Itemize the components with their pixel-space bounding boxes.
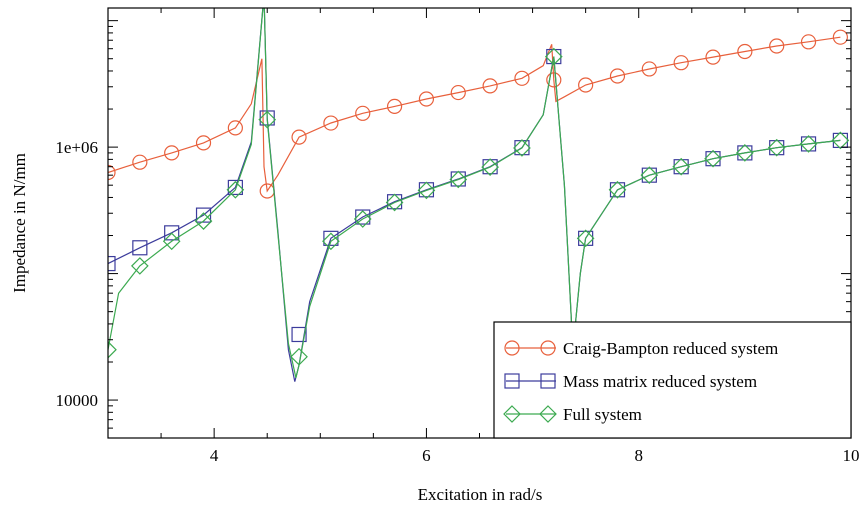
data-point: [226, 180, 245, 199]
data-point: [291, 326, 307, 343]
x-tick-label: 8: [634, 446, 643, 465]
data-point: [353, 210, 372, 228]
data-point: [417, 181, 436, 200]
legend-label: Full system: [563, 405, 642, 424]
data-point: [322, 232, 340, 251]
data-point: [323, 115, 339, 131]
series-layer: [108, 8, 850, 382]
data-point: [578, 77, 594, 93]
legend-entry: Full system: [503, 405, 642, 424]
data-point: [132, 154, 148, 170]
legend-box: [493, 321, 852, 439]
data-point: [737, 43, 753, 60]
series-circle: [108, 29, 848, 199]
data-point: [608, 180, 627, 199]
data-point: [767, 138, 786, 157]
x-tick-label: 6: [422, 446, 431, 465]
data-point: [800, 136, 817, 152]
data-point: [673, 159, 689, 175]
data-point: [673, 55, 689, 71]
series-diamond: [108, 8, 850, 378]
data-point: [164, 145, 180, 161]
data-point: [546, 72, 562, 88]
y-tick-label: 1e+06: [55, 138, 98, 157]
data-point: [355, 209, 371, 225]
data-point: [641, 167, 657, 183]
data-point: [164, 225, 180, 241]
data-point: [227, 120, 243, 136]
legend: Craig-Bampton reduced system Mass matrix …: [493, 321, 852, 439]
data-point: [108, 340, 117, 359]
x-axis-label: Excitation in rad/s: [418, 485, 543, 504]
data-point: [704, 149, 722, 168]
data-point: [514, 70, 530, 86]
x-tick-label: 4: [210, 446, 219, 465]
data-point: [737, 145, 753, 161]
data-point: [800, 34, 817, 50]
legend-label: Craig-Bampton reduced system: [563, 339, 778, 358]
data-point: [194, 212, 213, 230]
data-point: [769, 38, 785, 54]
series-line: [108, 8, 841, 378]
legend-marker: [504, 373, 520, 389]
data-point: [418, 91, 435, 107]
legend-label: Mass matrix reduced system: [563, 372, 757, 391]
x-tick-label: 10: [843, 446, 860, 465]
data-point: [227, 179, 243, 196]
data-point: [195, 207, 212, 223]
data-point: [609, 182, 626, 198]
data-point: [705, 49, 721, 65]
legend-marker: [503, 405, 521, 423]
legend-marker: [540, 373, 556, 389]
data-point: [576, 229, 595, 248]
series-line: [108, 36, 841, 193]
data-point: [132, 240, 148, 256]
data-point: [108, 255, 116, 272]
legend-marker: [539, 405, 557, 423]
data-point: [769, 140, 785, 156]
data-point: [195, 135, 212, 151]
data-point: [705, 151, 721, 167]
data-point: [641, 61, 657, 77]
data-point: [258, 110, 277, 129]
data-point: [355, 105, 371, 121]
data-point: [385, 193, 404, 212]
legend-entry: Mass matrix reduced system: [504, 372, 757, 391]
data-point: [450, 84, 466, 101]
data-point: [609, 68, 626, 84]
legend-marker: [504, 340, 520, 356]
data-point: [481, 158, 499, 176]
data-point: [482, 78, 498, 94]
data-point: [386, 98, 403, 114]
data-point: [640, 166, 659, 185]
data-point: [832, 132, 848, 149]
data-point: [578, 230, 594, 246]
legend-entry: Craig-Bampton reduced system: [504, 339, 778, 358]
data-point: [832, 29, 848, 45]
data-point: [513, 139, 531, 157]
data-point: [291, 129, 307, 145]
y-axis-label: Impedance in N/mm: [10, 153, 29, 293]
data-point: [108, 164, 116, 181]
legend-marker: [540, 340, 556, 356]
data-point: [162, 232, 181, 251]
data-point: [130, 257, 149, 275]
data-point: [449, 170, 468, 189]
y-tick-label: 10000: [56, 391, 99, 410]
data-point: [323, 230, 339, 246]
data-point: [736, 144, 754, 162]
data-point: [290, 347, 308, 366]
data-point: [799, 135, 818, 153]
data-point: [544, 47, 563, 66]
data-point: [672, 157, 691, 176]
data-point: [831, 131, 850, 150]
